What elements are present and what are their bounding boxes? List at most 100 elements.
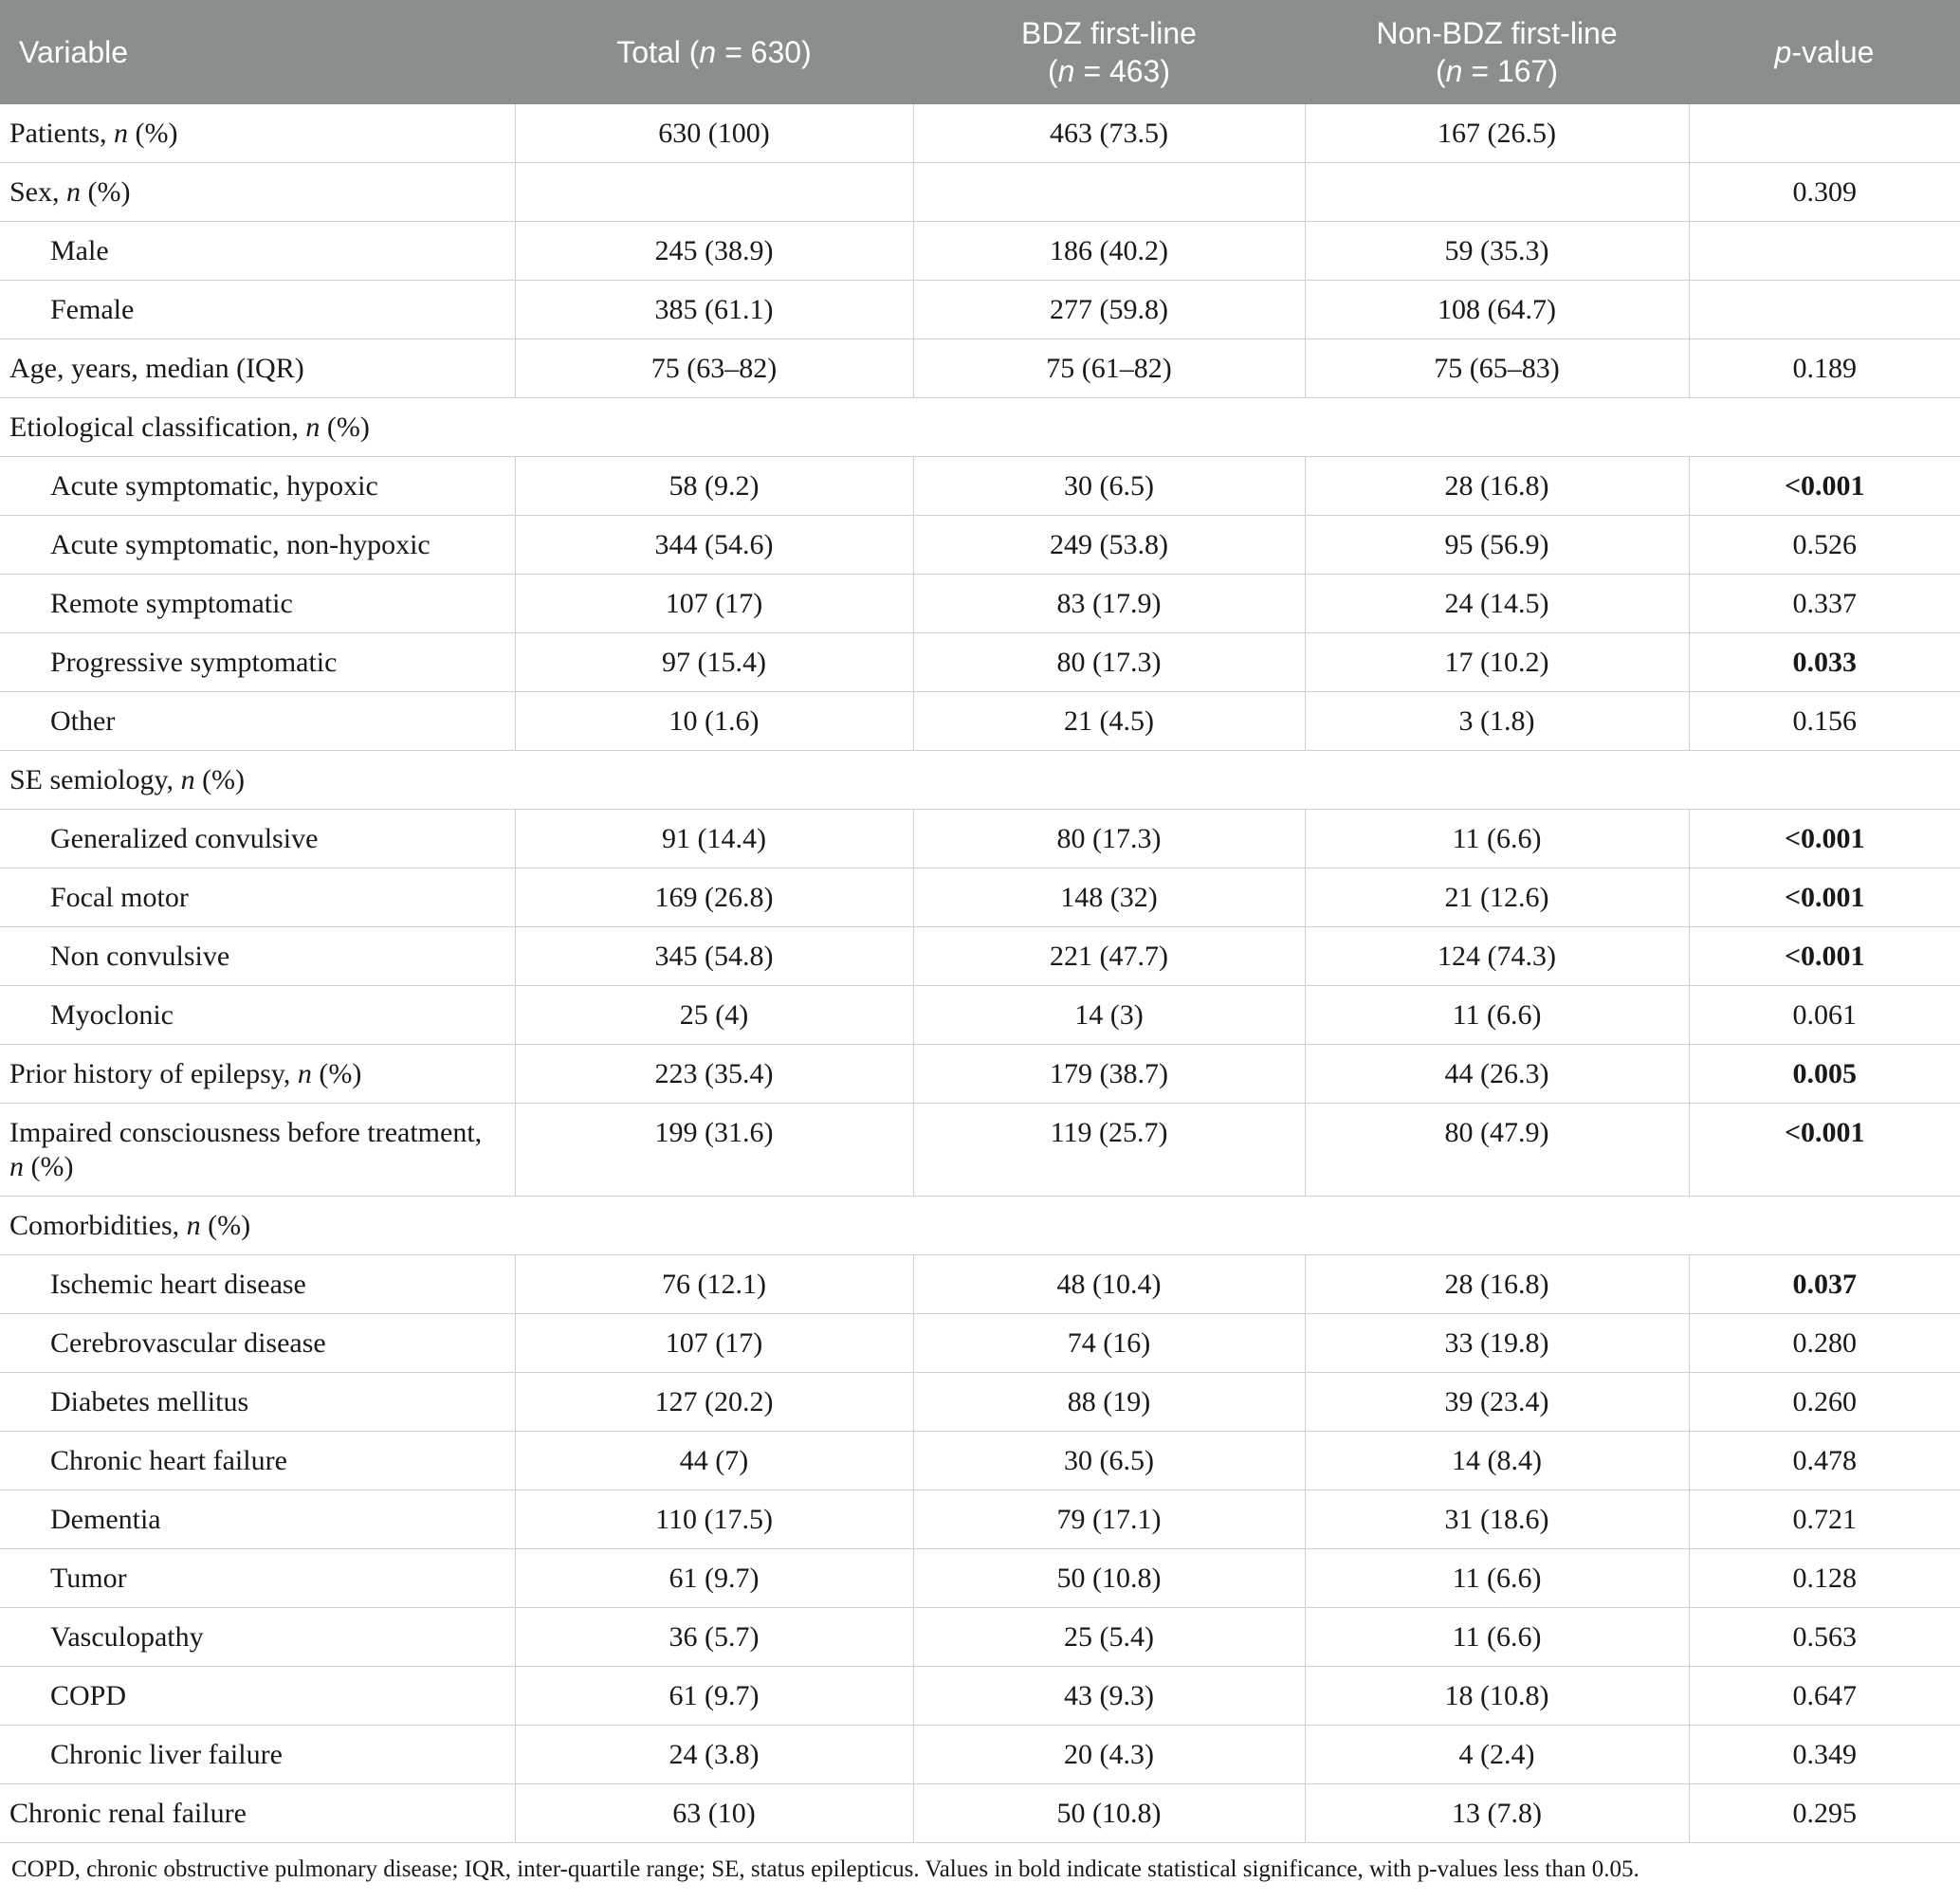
table-row: Diabetes mellitus 127 (20.2) 88 (19) 39 (23… bbox=[0, 1372, 1960, 1432]
bdz-cell: 221 (47.7) bbox=[912, 926, 1305, 986]
total-cell: 345 (54.8) bbox=[514, 926, 913, 986]
nonbdz-cell: 24 (14.5) bbox=[1304, 574, 1689, 633]
table-row: Cerebrovascular disease 107 (17) 74 (16) 33… bbox=[0, 1313, 1960, 1373]
total-cell: 245 (38.9) bbox=[514, 221, 913, 281]
table-row: Sex, n (%) 0.309 bbox=[0, 162, 1960, 222]
footnote: COPD, chronic obstructive pulmonary dise… bbox=[11, 1856, 1639, 1882]
p-value-cell: <0.001 bbox=[1688, 456, 1960, 516]
nonbdz-cell: 39 (23.4) bbox=[1304, 1372, 1689, 1432]
row-label: Ischemic heart disease bbox=[0, 1254, 515, 1314]
total-cell: 61 (9.7) bbox=[514, 1548, 913, 1608]
total-cell: 127 (20.2) bbox=[514, 1372, 913, 1432]
p-value-cell: 0.337 bbox=[1688, 574, 1960, 633]
nonbdz-cell: 11 (6.6) bbox=[1304, 985, 1689, 1045]
total-cell: 36 (5.7) bbox=[514, 1607, 913, 1667]
bdz-cell: 80 (17.3) bbox=[912, 632, 1305, 692]
row-label: Male bbox=[0, 221, 515, 281]
header-total: Total (n = 630) bbox=[515, 0, 913, 104]
table-header-row: Variable Total (n = 630) BDZ first-line(… bbox=[0, 0, 1960, 104]
bdz-cell: 50 (10.8) bbox=[912, 1783, 1305, 1843]
total-cell: 344 (54.6) bbox=[514, 515, 913, 575]
bdz-cell: 186 (40.2) bbox=[912, 221, 1305, 281]
nonbdz-cell: 44 (26.3) bbox=[1304, 1044, 1689, 1104]
nonbdz-cell: 124 (74.3) bbox=[1304, 926, 1689, 986]
bdz-cell: 80 (17.3) bbox=[912, 809, 1305, 868]
section-label: Etiological classification, n (%) bbox=[0, 397, 1960, 457]
nonbdz-cell: 21 (12.6) bbox=[1304, 868, 1689, 927]
table-row: Acute symptomatic, hypoxic 58 (9.2) 30 (6.… bbox=[0, 456, 1960, 516]
row-label: Generalized convulsive bbox=[0, 809, 515, 868]
table-row: Female 385 (61.1) 277 (59.8) 108 (64.7) bbox=[0, 280, 1960, 339]
bdz-cell: 50 (10.8) bbox=[912, 1548, 1305, 1608]
p-value-cell: 0.005 bbox=[1688, 1044, 1960, 1104]
p-value-cell: 0.478 bbox=[1688, 1431, 1960, 1490]
total-cell: 385 (61.1) bbox=[514, 280, 913, 339]
total-cell: 91 (14.4) bbox=[514, 809, 913, 868]
total-cell: 97 (15.4) bbox=[514, 632, 913, 692]
row-label: Dementia bbox=[0, 1490, 515, 1549]
row-label: Chronic heart failure bbox=[0, 1431, 515, 1490]
p-value-cell: <0.001 bbox=[1688, 809, 1960, 868]
row-label: Cerebrovascular disease bbox=[0, 1313, 515, 1373]
p-value-cell: 0.563 bbox=[1688, 1607, 1960, 1667]
p-value-cell: 0.128 bbox=[1688, 1548, 1960, 1608]
row-label: Chronic renal failure bbox=[0, 1783, 515, 1843]
nonbdz-cell: 95 (56.9) bbox=[1304, 515, 1689, 575]
total-cell: 76 (12.1) bbox=[514, 1254, 913, 1314]
table-row: Impaired consciousness before treatment,… bbox=[0, 1103, 1960, 1197]
row-label: Chronic liver failure bbox=[0, 1725, 515, 1784]
nonbdz-cell: 108 (64.7) bbox=[1304, 280, 1689, 339]
p-value-cell: 0.037 bbox=[1688, 1254, 1960, 1314]
nonbdz-cell: 33 (19.8) bbox=[1304, 1313, 1689, 1373]
p-value-cell: 0.156 bbox=[1688, 691, 1960, 751]
nonbdz-cell: 18 (10.8) bbox=[1304, 1666, 1689, 1726]
nonbdz-cell: 3 (1.8) bbox=[1304, 691, 1689, 751]
nonbdz-cell: 59 (35.3) bbox=[1304, 221, 1689, 281]
row-label: Acute symptomatic, hypoxic bbox=[0, 456, 515, 516]
total-cell: 75 (63–82) bbox=[514, 338, 913, 398]
total-cell: 58 (9.2) bbox=[514, 456, 913, 516]
table-row: Age, years, median (IQR) 75 (63–82) 75 (61… bbox=[0, 338, 1960, 398]
table-body: Patients, n (%) 630 (100) 463 (73.5) 167 (2… bbox=[0, 104, 1960, 1843]
total-cell: 25 (4) bbox=[514, 985, 913, 1045]
total-cell: 630 (100) bbox=[514, 104, 913, 163]
row-label: Female bbox=[0, 280, 515, 339]
p-value-cell: <0.001 bbox=[1688, 926, 1960, 986]
row-label: Non convulsive bbox=[0, 926, 515, 986]
nonbdz-cell: 14 (8.4) bbox=[1304, 1431, 1689, 1490]
p-value-cell: <0.001 bbox=[1688, 1103, 1960, 1197]
table-row: Chronic heart failure 44 (7) 30 (6.5) 14 (8… bbox=[0, 1431, 1960, 1490]
nonbdz-cell: 4 (2.4) bbox=[1304, 1725, 1689, 1784]
nonbdz-cell: 80 (47.9) bbox=[1304, 1103, 1689, 1197]
row-label: Remote symptomatic bbox=[0, 574, 515, 633]
table-header: Variable Total (n = 630) BDZ first-line(… bbox=[0, 0, 1960, 104]
p-value-cell: 0.721 bbox=[1688, 1490, 1960, 1549]
total-cell: 107 (17) bbox=[514, 1313, 913, 1373]
bdz-cell: 30 (6.5) bbox=[912, 1431, 1305, 1490]
total-cell: 10 (1.6) bbox=[514, 691, 913, 751]
total-cell: 110 (17.5) bbox=[514, 1490, 913, 1549]
row-label: COPD bbox=[0, 1666, 515, 1726]
p-value-cell bbox=[1688, 221, 1960, 281]
nonbdz-cell: 28 (16.8) bbox=[1304, 456, 1689, 516]
nonbdz-cell: 13 (7.8) bbox=[1304, 1783, 1689, 1843]
p-value-cell: 0.295 bbox=[1688, 1783, 1960, 1843]
table-row: Tumor 61 (9.7) 50 (10.8) 11 (6.6) 0.128 bbox=[0, 1548, 1960, 1608]
table-row: Chronic liver failure 24 (3.8) 20 (4.3) 4 (… bbox=[0, 1725, 1960, 1784]
nonbdz-cell: 28 (16.8) bbox=[1304, 1254, 1689, 1314]
total-cell: 61 (9.7) bbox=[514, 1666, 913, 1726]
bdz-cell: 277 (59.8) bbox=[912, 280, 1305, 339]
section-label: SE semiology, n (%) bbox=[0, 750, 1960, 810]
nonbdz-cell: 11 (6.6) bbox=[1304, 1607, 1689, 1667]
nonbdz-cell: 17 (10.2) bbox=[1304, 632, 1689, 692]
header-non-bdz-first-line: Non-BDZ first-line (n = 167) bbox=[1305, 0, 1689, 104]
section-label: Comorbidities, n (%) bbox=[0, 1196, 1960, 1255]
total-cell: 44 (7) bbox=[514, 1431, 913, 1490]
table-row: COPD 61 (9.7) 43 (9.3) 18 (10.8) 0.647 bbox=[0, 1666, 1960, 1726]
table-row: Dementia 110 (17.5) 79 (17.1) 31 (18.6) 0.72… bbox=[0, 1490, 1960, 1549]
row-label: Diabetes mellitus bbox=[0, 1372, 515, 1432]
p-value-cell: 0.309 bbox=[1688, 162, 1960, 222]
p-value-cell: 0.061 bbox=[1688, 985, 1960, 1045]
bdz-cell: 20 (4.3) bbox=[912, 1725, 1305, 1784]
